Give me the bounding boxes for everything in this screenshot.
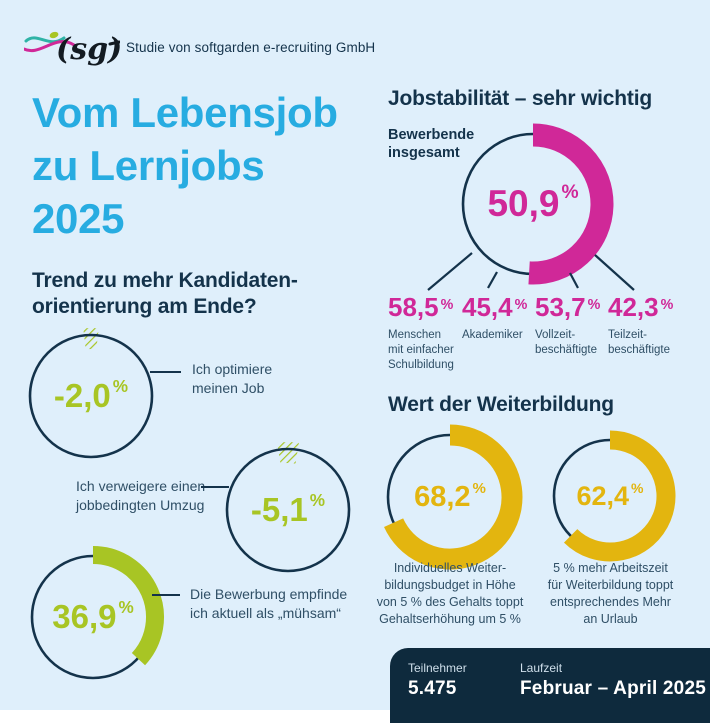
- stat-teilzeit-value: 42,3%: [608, 292, 674, 322]
- logo-pink-swirl: [24, 40, 76, 53]
- softgarden-logo: (sg): [24, 31, 120, 67]
- stat-vollzeit: 53,7% Vollzeit- beschäftigte: [535, 292, 619, 358]
- fan-line-2: [487, 271, 498, 289]
- percent-sign: %: [660, 296, 674, 313]
- participants-block: Teilnehmer 5.475: [408, 661, 520, 723]
- stat-akademiker: 45,4% Akademiker: [462, 292, 546, 343]
- stat-schulbildung: 58,5% Menschen mit einfacher Schulbildun…: [388, 292, 472, 373]
- trend-label-optimize: Ich optimiere meinen Job: [192, 361, 273, 396]
- logo-dash: [108, 40, 120, 46]
- stat-teilzeit-label: Teilzeit- beschäftigte: [608, 329, 671, 356]
- trend-donut-muehsam: [30, 546, 164, 680]
- percent-sign: %: [514, 296, 528, 313]
- logo-text: (sg): [56, 32, 120, 67]
- stat-akademiker-label: Akademiker: [462, 329, 523, 341]
- jobstability-donut-label: Bewerbende insgesamt: [388, 127, 475, 161]
- trend-label-umzug: Ich verweigere einen jobbedingten Umzug: [76, 478, 206, 513]
- page-title: Vom Lebensjob zu Lernjobs 2025: [32, 89, 338, 242]
- connector-line-1: [150, 371, 181, 373]
- stat-schulbildung-label: Menschen mit einfacher Schulbildung: [388, 329, 454, 371]
- weiterbildung-donut-budget: [384, 424, 523, 570]
- participants-label: Teilnehmer: [408, 661, 467, 675]
- jobstability-heading: Jobstabilität – sehr wichtig: [388, 87, 652, 110]
- trend-heading: Trend zu mehr Kandidaten- orientierung a…: [32, 269, 298, 318]
- percent-sign: %: [587, 296, 601, 313]
- fan-line-3: [569, 272, 579, 289]
- weiterbildung-heading: Wert der Weiterbildung: [388, 393, 614, 416]
- connector-line-2: [201, 486, 229, 488]
- weiterbildung-caption-budget: Individuelles Weiter- bildungsbudget in …: [376, 561, 524, 626]
- stat-teilzeit: 42,3% Teilzeit- beschäftigte: [608, 292, 692, 358]
- stat-schulbildung-value: 58,5%: [388, 292, 454, 322]
- percent-sign: %: [440, 296, 454, 313]
- trend-donut-optimize: [28, 328, 154, 459]
- jobstability-donut: [461, 123, 614, 285]
- weiterbildung-caption-arbeitszeit: 5 % mehr Arbeitszeit für Weiterbildung t…: [547, 561, 674, 626]
- duration-value: Februar – April 2025: [520, 678, 706, 699]
- connector-line-3: [152, 594, 180, 596]
- stat-vollzeit-value: 53,7%: [535, 292, 601, 322]
- footer-panel: Teilnehmer 5.475 Laufzeit Februar – Apri…: [390, 648, 710, 723]
- logo-teal-swirl: [24, 36, 66, 44]
- stat-vollzeit-label: Vollzeit- beschäftigte: [535, 329, 598, 356]
- fan-line-1: [427, 252, 473, 291]
- duration-label: Laufzeit: [520, 661, 563, 675]
- trend-label-muehsam: Die Bewerbung empfinde ich aktuell als „…: [190, 586, 348, 621]
- breakdown-fan-lines: [427, 252, 635, 291]
- stat-akademiker-value: 45,4%: [462, 292, 528, 322]
- fan-line-4: [594, 254, 635, 291]
- duration-block: Laufzeit Februar – April 2025: [520, 661, 706, 723]
- study-subtitle: Studie von softgarden e-recruiting GmbH: [126, 40, 376, 55]
- logo-lime-dot: [49, 31, 59, 39]
- trend-donut-umzug: [225, 442, 351, 573]
- participants-value: 5.475: [408, 678, 457, 699]
- weiterbildung-donut-arbeitszeit: [552, 430, 676, 562]
